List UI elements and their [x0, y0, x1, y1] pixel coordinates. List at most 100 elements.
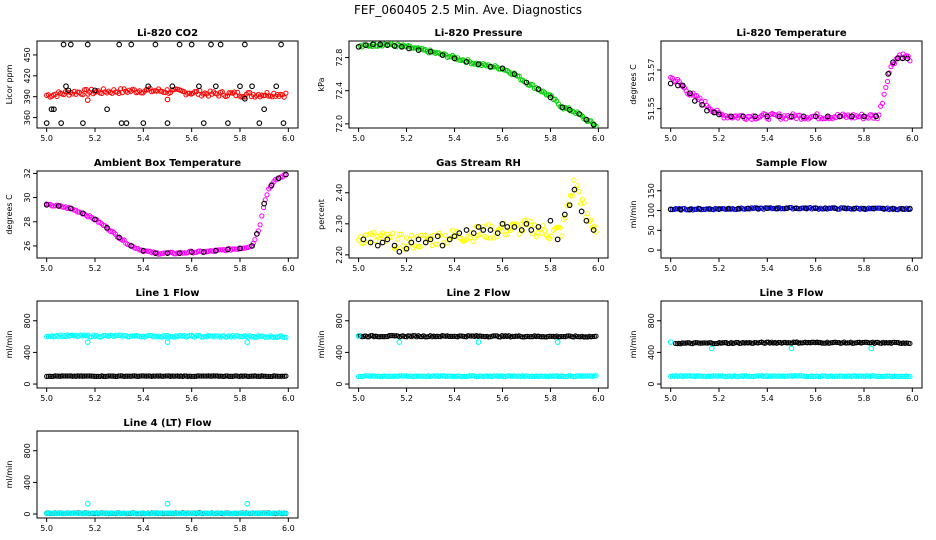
data-point: [578, 208, 585, 215]
y-tick-label: 800: [23, 443, 32, 458]
data-point: [463, 227, 470, 233]
data-point: [907, 206, 913, 212]
data-point: [279, 510, 286, 516]
data-point: [836, 113, 843, 120]
data-point: [377, 41, 384, 48]
data-point: [776, 111, 782, 117]
plot-frame: [660, 170, 923, 259]
data-point: [43, 201, 50, 208]
x-tick-label: 5.6: [185, 264, 198, 273]
y-tick-label: 150: [647, 183, 656, 198]
data-point: [763, 339, 770, 345]
data-point: [388, 333, 394, 339]
data-point: [716, 206, 722, 212]
x-tick-label: 5.8: [544, 264, 557, 273]
data-point: [422, 232, 428, 238]
data-point: [819, 340, 825, 346]
data-point: [116, 41, 123, 48]
data-point: [776, 113, 783, 120]
x-tick-label: 5.0: [40, 134, 53, 143]
y-tick-label: 2.30: [335, 215, 344, 233]
data-point: [75, 209, 81, 215]
data-point: [499, 65, 506, 72]
data-point: [519, 334, 526, 340]
x-tick-label: 6.0: [592, 394, 605, 403]
data-point: [88, 86, 95, 92]
data-point: [245, 510, 251, 516]
data-point: [128, 41, 135, 48]
data-point: [797, 373, 803, 379]
data-point: [463, 373, 469, 379]
data-point: [566, 106, 573, 113]
data-point: [162, 373, 169, 379]
data-point: [526, 373, 532, 380]
data-point: [267, 373, 274, 380]
y-tick-label: 72.8: [335, 49, 344, 67]
x-tick-label: 5.2: [89, 134, 102, 143]
data-point: [774, 205, 780, 212]
x-tick-label: 5.4: [448, 134, 461, 143]
data-point: [579, 373, 585, 379]
data-point: [775, 339, 781, 346]
data-point: [443, 232, 449, 239]
data-point: [791, 373, 798, 379]
data-point: [250, 510, 256, 516]
data-point: [569, 193, 575, 199]
data-point: [528, 227, 535, 233]
data-point: [723, 206, 729, 212]
data-point: [116, 510, 122, 516]
x-tick-label: 5.0: [40, 524, 53, 533]
data-point: [116, 90, 122, 97]
x-tick-label: 5.2: [713, 394, 726, 403]
data-point: [822, 205, 829, 212]
data-point: [907, 373, 913, 380]
data-point: [362, 42, 369, 48]
data-point: [848, 206, 854, 212]
data-point: [83, 373, 89, 379]
data-point: [208, 41, 214, 48]
data-point: [406, 45, 412, 52]
data-point: [123, 510, 129, 516]
data-point: [188, 41, 195, 48]
data-point: [355, 373, 362, 380]
data-point: [373, 238, 379, 244]
data-point: [88, 373, 95, 379]
data-point: [274, 510, 280, 516]
data-point: [255, 510, 261, 516]
data-point: [508, 227, 514, 233]
data-point: [589, 333, 596, 340]
series-layer: [44, 332, 289, 380]
data-point: [63, 373, 69, 379]
data-point: [834, 339, 840, 346]
data-point: [578, 201, 584, 207]
data-point: [477, 373, 483, 379]
chart-panel-2: Li-820 Pressure kPa 5.0 5.2 5.4 5.6 5.8 6.0 72.0…: [317, 28, 609, 143]
data-point: [80, 210, 86, 217]
data-point: [420, 232, 427, 239]
data-point: [260, 373, 267, 379]
x-tick-label: 6.0: [282, 394, 295, 403]
data-point: [355, 43, 362, 50]
data-point: [757, 205, 763, 211]
data-point: [367, 239, 374, 246]
data-point: [200, 120, 207, 126]
data-point: [590, 121, 597, 128]
y-tick-label: 2.20: [335, 246, 344, 264]
data-point: [559, 233, 565, 239]
data-point: [890, 206, 896, 212]
data-point: [142, 373, 148, 379]
data-point: [204, 510, 210, 516]
data-point: [173, 373, 179, 379]
data-point: [446, 333, 452, 340]
data-point: [584, 211, 591, 217]
data-point: [470, 230, 477, 236]
data-point: [124, 373, 131, 379]
data-point: [881, 91, 887, 97]
data-point: [704, 107, 710, 114]
chart-panel-6: Sample Flow ml/min 5.0 5.2 5.4 5.6 5.8 6.0 0 50 10…: [629, 158, 923, 273]
data-point: [211, 373, 217, 379]
x-tick-label: 5.8: [234, 524, 247, 533]
data-point: [885, 71, 892, 77]
data-point: [468, 333, 474, 339]
y-tick-label: 800: [23, 313, 32, 328]
